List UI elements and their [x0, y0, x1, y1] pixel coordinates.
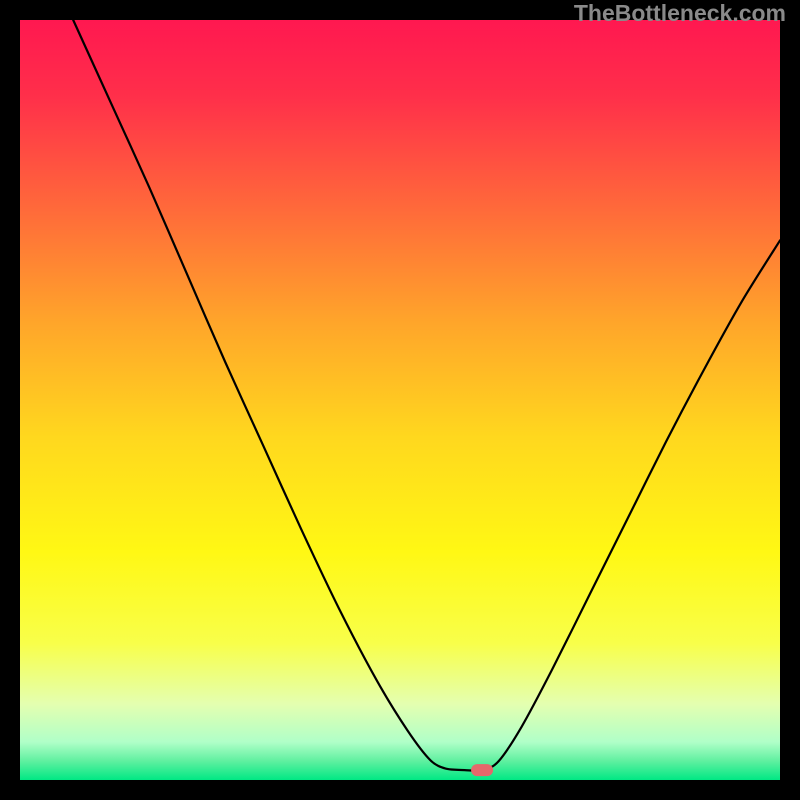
optimal-marker — [471, 764, 493, 776]
bottleneck-chart — [0, 0, 800, 800]
chart-background — [20, 20, 780, 780]
watermark-text: TheBottleneck.com — [574, 0, 786, 27]
